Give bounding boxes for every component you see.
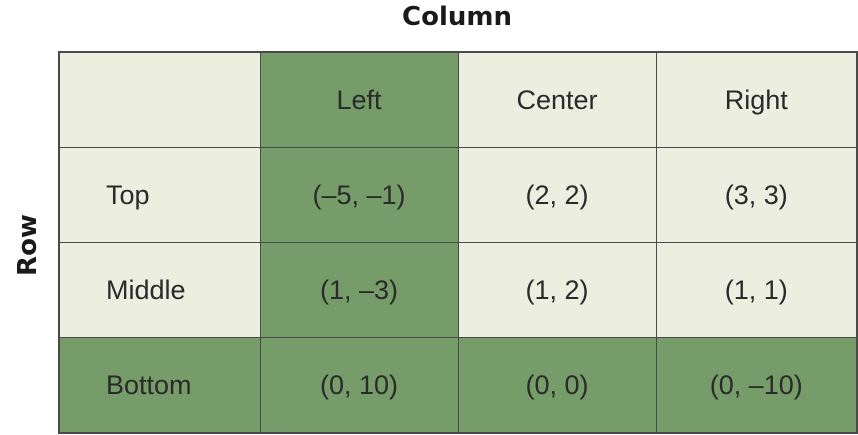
- payoff-cell-top-right: (3, 3): [655, 147, 858, 243]
- row-label-middle: Middle: [58, 242, 261, 338]
- payoff-cell-bottom-left: (0, 10): [259, 337, 459, 434]
- payoff-cell-top-left: (–5, –1): [259, 147, 459, 243]
- payoff-cell-middle-right: (1, 1): [655, 242, 858, 338]
- corner-cell: [58, 51, 261, 148]
- payoff-cell-bottom-center: (0, 0): [457, 337, 657, 434]
- payoff-cell-bottom-right: (0, –10): [655, 337, 858, 434]
- column-header-right: Right: [655, 51, 858, 148]
- payoff-cell-middle-left: (1, –3): [259, 242, 459, 338]
- row-label-top: Top: [58, 147, 261, 243]
- row-middle: Middle (1, –3) (1, 2) (1, 1): [58, 242, 858, 338]
- row-player-label: Row: [13, 214, 43, 276]
- row-label-bottom: Bottom: [58, 337, 261, 434]
- header-row: Left Center Right: [58, 51, 858, 148]
- column-header-center: Center: [457, 51, 657, 148]
- payoff-cell-top-center: (2, 2): [457, 147, 657, 243]
- row-bottom: Bottom (0, 10) (0, 0) (0, –10): [58, 337, 858, 434]
- payoff-cell-middle-center: (1, 2): [457, 242, 657, 338]
- row-top: Top (–5, –1) (2, 2) (3, 3): [58, 147, 858, 243]
- column-player-label: Column: [402, 2, 512, 32]
- payoff-matrix: Left Center Right Top (–5, –1) (2, 2) (3…: [58, 51, 858, 434]
- column-header-left: Left: [259, 51, 459, 148]
